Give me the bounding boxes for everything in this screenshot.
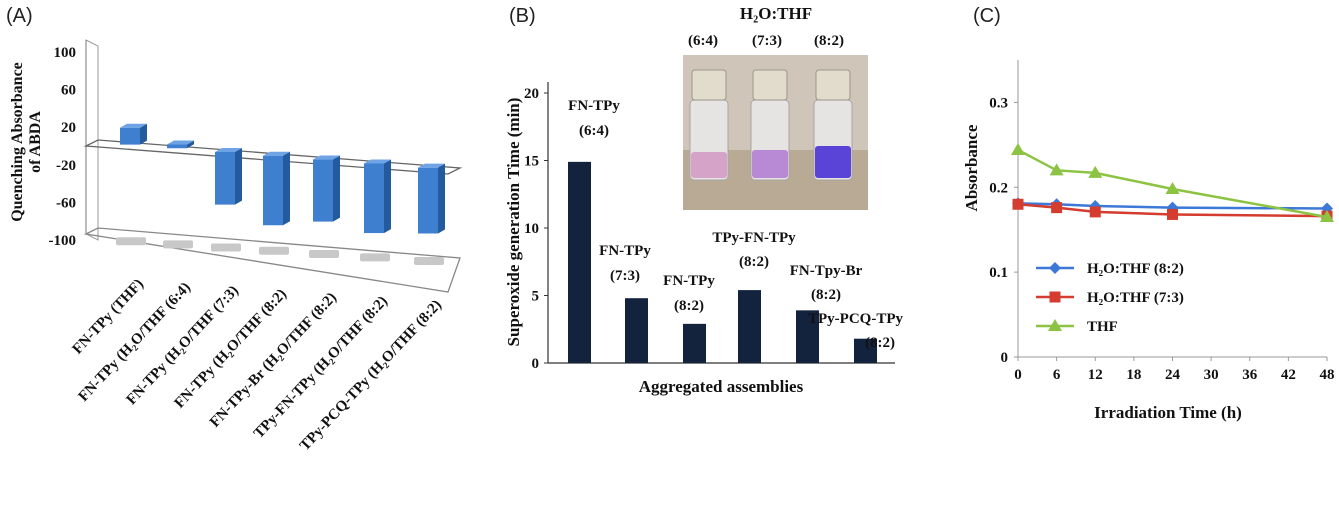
a-bar bbox=[215, 147, 242, 205]
c-point bbox=[1049, 163, 1064, 176]
c-xtick-label: 18 bbox=[1126, 367, 1141, 383]
a-bar bbox=[418, 163, 445, 234]
panel-c-letter: (C) bbox=[973, 5, 1001, 27]
vial-3 bbox=[813, 69, 853, 181]
b-xlabel: Aggregated assemblies bbox=[639, 377, 804, 396]
b-ylabel: Superoxide generation Time (min) bbox=[504, 98, 523, 347]
a-bar-shadow bbox=[309, 250, 339, 259]
a-bar-shadow bbox=[163, 240, 193, 249]
panel-c-chart: 0 6 12 18 24 30 36 42 48 0 0.1 0.2 0.3 H₂O:THF (8:2)… bbox=[962, 60, 1335, 422]
a-ytick-label: 60 bbox=[61, 83, 76, 99]
a-ytick-label: -20 bbox=[56, 158, 76, 174]
b-bar bbox=[738, 290, 761, 363]
c-point bbox=[1089, 206, 1101, 218]
c-ytick-label: 0.1 bbox=[989, 265, 1008, 281]
c-ytick-label: 0 bbox=[1001, 350, 1009, 366]
a-bar-shadow bbox=[211, 243, 241, 252]
a-bar-shadow bbox=[259, 246, 289, 255]
a-floor bbox=[83, 227, 461, 293]
c-xtick-label: 24 bbox=[1165, 367, 1181, 383]
a-bar-shadow bbox=[414, 257, 444, 266]
b-bar bbox=[683, 323, 706, 363]
a-bar-shadow bbox=[116, 237, 146, 246]
c-point bbox=[1167, 208, 1178, 220]
c-xtick-label: 12 bbox=[1088, 367, 1103, 383]
c-xtick-label: 0 bbox=[1014, 367, 1022, 383]
b-bar bbox=[568, 161, 591, 363]
b-bar-label-name: FN-TPy bbox=[663, 273, 715, 289]
c-point bbox=[1088, 165, 1103, 178]
photo-ratio-1: (6:4) bbox=[688, 33, 718, 49]
b-bar-label-ratio: (6:4) bbox=[579, 123, 609, 139]
a-back-wall bbox=[85, 39, 99, 241]
b-bar-label-name: TPy-FN-TPy bbox=[712, 230, 796, 246]
a-bar bbox=[313, 155, 340, 222]
c-series bbox=[1011, 142, 1334, 222]
a-bar bbox=[364, 159, 391, 234]
c-point bbox=[1049, 262, 1061, 274]
c-ylabel: Absorbance bbox=[962, 124, 981, 211]
c-xtick-label: 30 bbox=[1204, 367, 1219, 383]
b-bar-label-name: FN-TPy bbox=[568, 98, 620, 114]
photo-ratio-3: (8:2) bbox=[814, 33, 844, 49]
b-bar-label-ratio: (8:2) bbox=[739, 254, 769, 270]
b-ytick-label: 15 bbox=[524, 154, 539, 170]
b-bar-label-ratio: (8:2) bbox=[674, 298, 704, 314]
b-bar bbox=[854, 338, 877, 363]
panel-a-letter: (A) bbox=[6, 5, 33, 27]
a-bar-shadow bbox=[360, 253, 390, 262]
a-bar bbox=[167, 140, 194, 149]
panel-b-letter: (B) bbox=[509, 5, 536, 27]
c-point bbox=[1320, 209, 1334, 222]
b-bar bbox=[796, 310, 819, 363]
vial-1 bbox=[689, 69, 729, 181]
vial-2 bbox=[750, 69, 790, 181]
a-bar bbox=[263, 151, 290, 226]
a-ylabel-line1: Quenching Absorbance bbox=[9, 62, 26, 222]
a-ytick-label: -60 bbox=[56, 195, 76, 211]
c-point bbox=[1012, 198, 1024, 210]
c-point bbox=[1011, 142, 1025, 155]
photo-ratio-2: (7:3) bbox=[752, 33, 782, 49]
b-bar-label-name: FN-TPy bbox=[599, 243, 651, 259]
c-xtick-label: 6 bbox=[1053, 367, 1061, 383]
photo-title: H₂O:THF bbox=[740, 4, 812, 23]
a-ylabel-line2: of ABDA bbox=[27, 111, 44, 173]
vials-photo bbox=[683, 55, 868, 210]
c-point bbox=[1048, 319, 1062, 331]
c-xtick-label: 48 bbox=[1320, 367, 1335, 383]
c-xtick-label: 36 bbox=[1242, 367, 1258, 383]
a-ytick-label: -100 bbox=[49, 233, 77, 249]
panel-b-chart: 0 5 10 15 20 FN-TPy (6:4) FN-TPy (7:3) FN-TPy (8:… bbox=[504, 4, 903, 396]
b-ytick-label: 20 bbox=[524, 86, 539, 102]
a-bar bbox=[120, 123, 147, 145]
c-legend-label: THF bbox=[1087, 319, 1118, 335]
a-ytick-label: 100 bbox=[54, 45, 77, 61]
b-ytick-label: 5 bbox=[532, 289, 540, 305]
a-ytick-label: 20 bbox=[61, 120, 76, 136]
b-bar-label-ratio: (7:3) bbox=[610, 268, 640, 284]
b-ytick-label: 0 bbox=[532, 356, 540, 372]
c-xlabel: Irradiation Time (h) bbox=[1094, 403, 1242, 422]
c-legend-label: H₂O:THF (8:2) bbox=[1087, 261, 1184, 277]
b-bar-label-name: TPy-PCQ-TPy bbox=[808, 311, 903, 327]
b-bar bbox=[625, 298, 648, 363]
c-point bbox=[1165, 181, 1180, 194]
c-legend-label: H₂O:THF (7:3) bbox=[1087, 290, 1184, 306]
b-bar-label-name: FN-Tpy-Br bbox=[790, 263, 863, 279]
b-ytick-label: 10 bbox=[524, 221, 539, 237]
c-point bbox=[1051, 202, 1063, 214]
c-ytick-label: 0.2 bbox=[989, 180, 1008, 196]
b-bar-label-ratio: (8:2) bbox=[811, 287, 841, 303]
c-ytick-label: 0.3 bbox=[989, 95, 1008, 111]
c-point bbox=[1049, 291, 1061, 303]
b-bar-label-ratio: (8:2) bbox=[865, 335, 895, 351]
c-xtick-label: 42 bbox=[1281, 367, 1296, 383]
